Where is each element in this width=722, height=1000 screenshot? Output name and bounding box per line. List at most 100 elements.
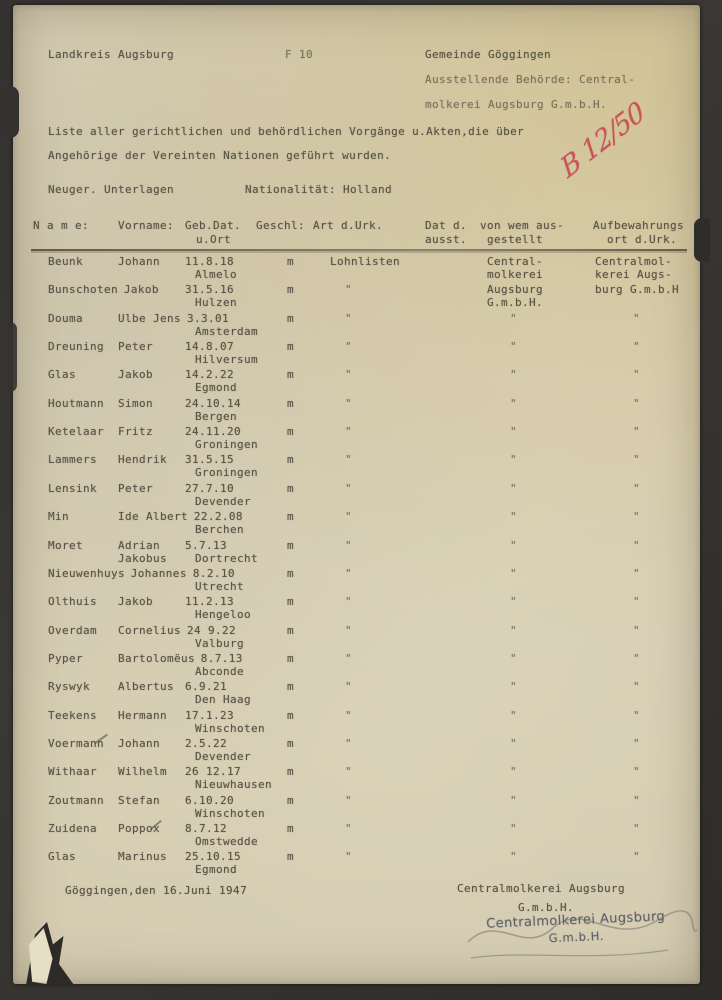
cell-name: Douma — [48, 311, 84, 325]
title-line1: Liste aller gerichtlichen und behördlich… — [48, 125, 525, 138]
cell-birthplace: Hengeloo — [195, 608, 252, 622]
cell-sex: m — [287, 453, 295, 467]
cell-birthplace: Devender — [195, 749, 252, 763]
cell-document-type: " — [345, 822, 353, 835]
cell-sex: m — [287, 566, 295, 580]
cell-storage: " — [633, 736, 641, 750]
footer-company-line1: Centralmolkerei Augsburg — [457, 882, 626, 895]
cell-document-type: " — [345, 793, 353, 807]
cell-name: Lensink — [48, 481, 98, 495]
cell-birthdate: 6.9.21 — [185, 680, 228, 694]
col-von-wem: von wem aus- — [480, 219, 565, 232]
cell-document-type: " — [345, 595, 353, 609]
cell-name: Min — [48, 510, 70, 524]
footer-company-line2: G.m.b.H. — [518, 901, 575, 914]
cell-birthplace: Valburg — [195, 636, 245, 650]
cell-birthdate: 24.10.14 — [185, 396, 242, 410]
cell-document-type: " — [345, 396, 353, 410]
cell-birthplace: Almelo — [195, 268, 238, 281]
col-gestellt: gestellt — [487, 233, 544, 246]
cell-vorname: Johannes — [130, 566, 187, 580]
table-row: Bunschoten Jakob 31.5.16 Hulzen m " Augsburg G.… — [13, 283, 700, 311]
cell-storage: " — [633, 340, 641, 354]
cell-issuer: " — [510, 453, 518, 467]
cell-birthplace: Omstwedde — [195, 835, 259, 848]
cell-vorname: Johann — [118, 255, 161, 268]
cell-birthplace: Nieuwhausen — [195, 778, 273, 792]
cell-name: Withaar — [48, 765, 98, 779]
cell-name: Moret — [48, 538, 84, 552]
cell-birthplace: Hulzen — [195, 296, 238, 310]
cell-storage: " — [633, 311, 641, 325]
cell-storage: burg G.m.b.H — [595, 283, 680, 297]
cell-document-type: " — [345, 566, 353, 580]
cell-document-type: " — [345, 510, 353, 524]
cell-issuer: G.m.b.H. — [487, 296, 544, 310]
cell-name: Lammers — [48, 453, 98, 467]
cell-storage: " — [633, 680, 641, 694]
records-label: Neuger. Unterlagen — [48, 183, 175, 196]
cell-document-type: " — [345, 623, 353, 637]
header-underline — [31, 249, 687, 251]
table-row: Glas Jakob 14.2.22 Egmond m " " " — [13, 368, 700, 396]
cell-sex: m — [287, 255, 295, 268]
col-ort-urk: ort d.Urk. — [607, 233, 678, 246]
table-row: Zoutmann Stefan 6.10.20 Winschoten m " " " — [13, 794, 700, 822]
cell-sex: m — [287, 736, 295, 750]
col-name: N a m e: — [33, 219, 90, 232]
cell-issuer: " — [510, 651, 518, 665]
cell-vorname: Hermann — [118, 708, 168, 722]
cell-document-type: " — [345, 340, 353, 354]
cell-sex: m — [287, 538, 295, 552]
cell-birthdate: 11.8.18 — [185, 255, 235, 268]
cell-birthplace: Dortrecht — [195, 551, 259, 565]
cell-issuer: " — [510, 425, 518, 439]
cell-storage: " — [633, 708, 641, 722]
cell-birthdate: 31.5.15 — [185, 453, 235, 467]
col-u-ort: u.Ort — [196, 233, 232, 246]
municipality-label: Gemeinde Göggingen — [425, 48, 552, 61]
cell-name: Voermann — [48, 736, 105, 750]
cell-birthdate: 22.2.08 — [193, 510, 243, 524]
cell-name: Zuidena — [48, 822, 98, 835]
cell-issuer: " — [510, 510, 518, 524]
cell-birthplace: Groningen — [195, 438, 259, 452]
typed-layer: Landkreis Augsburg F 10 Gemeinde Gögging… — [13, 5, 700, 984]
cell-issuer: " — [510, 736, 518, 750]
col-vorname: Vorname: — [118, 219, 175, 232]
cell-storage: " — [633, 623, 641, 637]
paper: Landkreis Augsburg F 10 Gemeinde Gögging… — [13, 5, 700, 984]
cell-issuer: " — [510, 595, 518, 609]
cell-document-type: " — [345, 736, 353, 750]
cell-birthdate: 17.1.23 — [185, 708, 235, 722]
nationality-label: Nationalität: Holland — [245, 183, 393, 196]
cell-birthdate: 6.10.20 — [185, 793, 235, 807]
signature-squiggle — [467, 910, 698, 959]
cell-sex: m — [287, 510, 295, 524]
table-row: Beunk Johann 11.8.18 Almelo m Lohnlisten Centr… — [13, 255, 700, 283]
cell-birthdate: 8.7.13 — [200, 651, 243, 665]
torn-edge-left-2 — [8, 322, 17, 392]
cell-issuer: " — [510, 396, 518, 410]
table-row: Min Ide Albert 22.2.08 Berchen m " " " — [13, 510, 700, 538]
cell-document-type: " — [345, 283, 353, 297]
cell-sex: m — [287, 425, 295, 439]
cell-document-type: Lohnlisten — [330, 255, 401, 268]
authority-line1: Ausstellende Behörde: Central- — [425, 73, 636, 86]
cell-name: Ketelaar — [48, 425, 105, 439]
col-aufbewahrung: Aufbewahrungs — [593, 219, 685, 232]
cell-vorname: Marinus — [118, 850, 168, 864]
cell-sex: m — [287, 793, 295, 807]
records-table: Beunk Johann 11.8.18 Almelo m Lohnlisten Centr… — [13, 255, 700, 885]
cell-storage: " — [633, 425, 641, 439]
cell-name: Dreuning — [48, 340, 105, 354]
cell-birthplace: Groningen — [195, 466, 259, 480]
table-row: Lammers Hendrik 31.5.15 Groningen m " " " — [13, 453, 700, 481]
cell-storage: Centralmol- — [595, 255, 673, 268]
col-geb-dat: Geb.Dat. — [185, 219, 242, 232]
col-dat: Dat d. — [425, 219, 468, 232]
cell-storage: " — [633, 566, 641, 580]
cell-issuer: " — [510, 368, 518, 382]
table-row: Pyper Bartolomëus 8.7.13 Abconde m " " " — [13, 652, 700, 680]
cell-vorname-line2: Jakobus — [118, 551, 168, 565]
